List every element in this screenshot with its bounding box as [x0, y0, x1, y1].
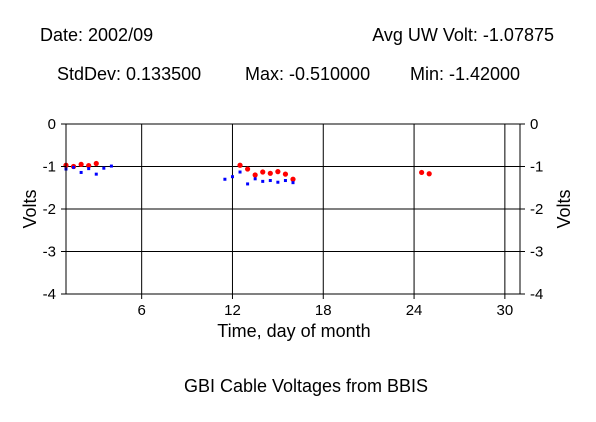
x-tick-label: 18	[315, 302, 332, 319]
x-tick-label: 6	[137, 302, 145, 319]
y-tick-label-right: -2	[530, 201, 543, 218]
y-tick-label-left: -2	[43, 201, 56, 218]
series-1	[64, 164, 295, 186]
data-point	[246, 182, 250, 186]
y-tick-label-left: -4	[43, 286, 56, 303]
avg-voltage-label: Avg UW Volt: -1.07875	[372, 25, 554, 45]
data-point	[290, 176, 296, 182]
data-point	[267, 170, 273, 176]
chart-title: GBI Cable Voltages from BBIS	[184, 376, 428, 396]
y-tick-label-right: -4	[530, 286, 543, 303]
data-point	[426, 171, 432, 177]
data-point	[79, 170, 83, 174]
data-point	[275, 169, 281, 175]
data-point	[283, 179, 287, 183]
data-point	[282, 171, 289, 177]
data-point	[276, 180, 280, 184]
data-point	[261, 179, 265, 183]
data-point	[237, 162, 243, 168]
data-point	[102, 166, 106, 170]
data-point	[260, 169, 266, 175]
data-point	[253, 177, 257, 181]
data-point	[245, 166, 251, 172]
data-point	[86, 163, 92, 169]
x-tick-label: 24	[406, 302, 423, 319]
data-point	[87, 167, 91, 171]
data-point	[72, 165, 76, 169]
x-tick-label: 12	[224, 302, 241, 319]
data-point	[238, 170, 242, 174]
data-point	[230, 175, 234, 179]
date-label: Date: 2002/09	[40, 25, 154, 45]
data-point	[109, 164, 113, 168]
y-tick-label-right: 0	[530, 116, 538, 133]
stddev-label: StdDev: 0.133500	[57, 64, 202, 84]
data-point	[419, 169, 425, 176]
min-label: Min: -1.42000	[410, 64, 521, 84]
data-point	[78, 161, 84, 167]
data-point	[291, 181, 295, 185]
x-tick-label: 30	[497, 302, 514, 319]
max-label: Max: -0.510000	[245, 64, 371, 84]
data-point	[223, 177, 227, 181]
data-point	[93, 160, 99, 167]
y-axis-label-left: Volts	[20, 189, 40, 228]
data-point	[268, 179, 272, 183]
y-tick-label-right: -1	[530, 159, 543, 176]
y-tick-label-left: -3	[43, 244, 56, 261]
series-0	[63, 160, 432, 182]
y-tick-label-left: -1	[43, 159, 56, 176]
y-axis-label-right: Volts	[554, 189, 574, 228]
x-axis-label: Time, day of month	[217, 321, 370, 341]
data-point	[94, 172, 98, 176]
data-point	[252, 172, 258, 178]
y-tick-label-right: -3	[530, 244, 543, 261]
y-tick-label-left: 0	[48, 116, 56, 133]
